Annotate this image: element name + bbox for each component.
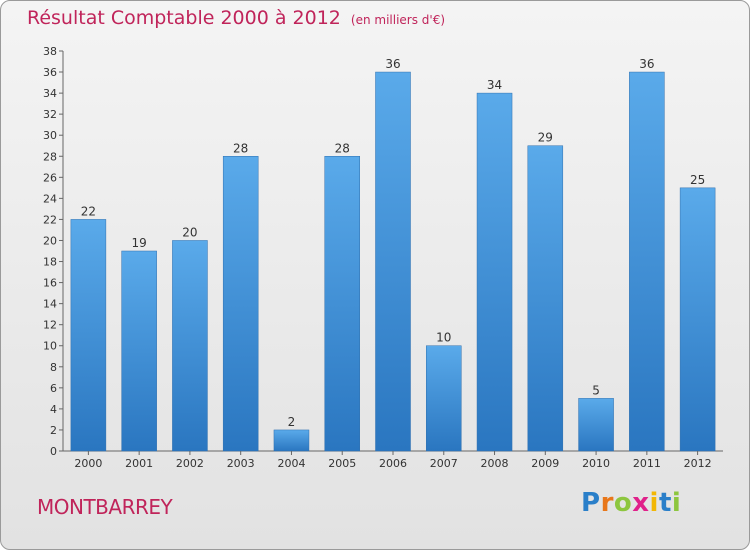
- chart-title: Résultat Comptable 2000 à 2012 (en millie…: [27, 7, 445, 29]
- x-tick-label-2005: 2005: [328, 457, 356, 470]
- x-tick-label-2001: 2001: [125, 457, 153, 470]
- data-label-2012: 25: [690, 173, 705, 187]
- x-tick-label-2002: 2002: [176, 457, 204, 470]
- data-label-2010: 5: [592, 383, 600, 397]
- bar-2007: [426, 345, 462, 452]
- y-tick-label: 34: [43, 87, 57, 100]
- logo-letter: o: [613, 488, 633, 518]
- y-tick-label: 2: [50, 424, 57, 437]
- bar-2012: [679, 187, 716, 452]
- logo-letter: P: [581, 488, 601, 518]
- y-tick-label: 28: [43, 150, 57, 163]
- y-tick-label: 22: [43, 213, 57, 226]
- x-tick-label-2008: 2008: [481, 457, 509, 470]
- data-label-2009: 29: [538, 131, 553, 145]
- y-tick-label: 10: [43, 340, 57, 353]
- x-tick-label-2009: 2009: [531, 457, 559, 470]
- y-tick-label: 4: [50, 403, 57, 416]
- y-tick-label: 0: [50, 445, 57, 458]
- bar-2004: [273, 429, 310, 452]
- logo-letter: x: [632, 488, 650, 518]
- bar-2010: [578, 398, 614, 452]
- y-tick-label: 16: [43, 277, 57, 290]
- bar-2008: [476, 92, 513, 452]
- data-label-2004: 2: [288, 415, 296, 429]
- proxiti-logo: Proxiti: [581, 488, 681, 518]
- bar-2003: [222, 156, 259, 452]
- x-tick-label-2007: 2007: [430, 457, 458, 470]
- y-tick-label: 32: [43, 108, 57, 121]
- data-label-2011: 36: [639, 57, 654, 71]
- y-tick-label: 18: [43, 256, 57, 269]
- y-tick-label: 30: [43, 129, 57, 142]
- data-label-2006: 36: [385, 57, 400, 71]
- y-tick-label: 24: [43, 192, 57, 205]
- bar-2009: [527, 145, 564, 452]
- bar-2000: [70, 219, 107, 452]
- x-tick-label-2012: 2012: [684, 457, 712, 470]
- bar-2006: [375, 71, 411, 452]
- logo-letter: i: [649, 488, 659, 518]
- bar-2005: [324, 156, 360, 452]
- y-tick-label: 8: [50, 361, 57, 374]
- data-label-2001: 19: [132, 236, 147, 250]
- data-label-2000: 22: [81, 204, 96, 218]
- logo-letter: r: [600, 488, 614, 518]
- logo-letter: t: [658, 488, 672, 518]
- x-tick-label-2011: 2011: [633, 457, 661, 470]
- y-tick-label: 6: [50, 382, 57, 395]
- data-label-2008: 34: [487, 78, 502, 92]
- commune-name: MONTBARREY: [37, 495, 173, 519]
- data-label-2003: 28: [233, 141, 248, 155]
- x-tick-label-2003: 2003: [227, 457, 255, 470]
- y-tick-label: 36: [43, 66, 57, 79]
- x-tick-label-2010: 2010: [582, 457, 610, 470]
- bar-2002: [172, 240, 208, 452]
- chart-subtitle: (en milliers d'€): [350, 13, 446, 27]
- x-tick-label-2004: 2004: [277, 457, 305, 470]
- data-label-2007: 10: [436, 331, 451, 345]
- y-tick-label: 20: [43, 234, 57, 247]
- data-label-2005: 28: [335, 141, 350, 155]
- chart-title-text: Résultat Comptable 2000 à 2012: [27, 7, 341, 29]
- bar-2001: [121, 250, 157, 452]
- y-tick-label: 14: [43, 298, 57, 311]
- data-label-2002: 20: [182, 225, 197, 239]
- x-tick-label-2000: 2000: [74, 457, 102, 470]
- y-tick-label: 12: [43, 319, 57, 332]
- y-tick-label: 26: [43, 171, 57, 184]
- x-tick-label-2006: 2006: [379, 457, 407, 470]
- y-tick-label: 38: [43, 45, 57, 58]
- logo-letter: i: [671, 488, 682, 518]
- bar-2011: [629, 71, 665, 452]
